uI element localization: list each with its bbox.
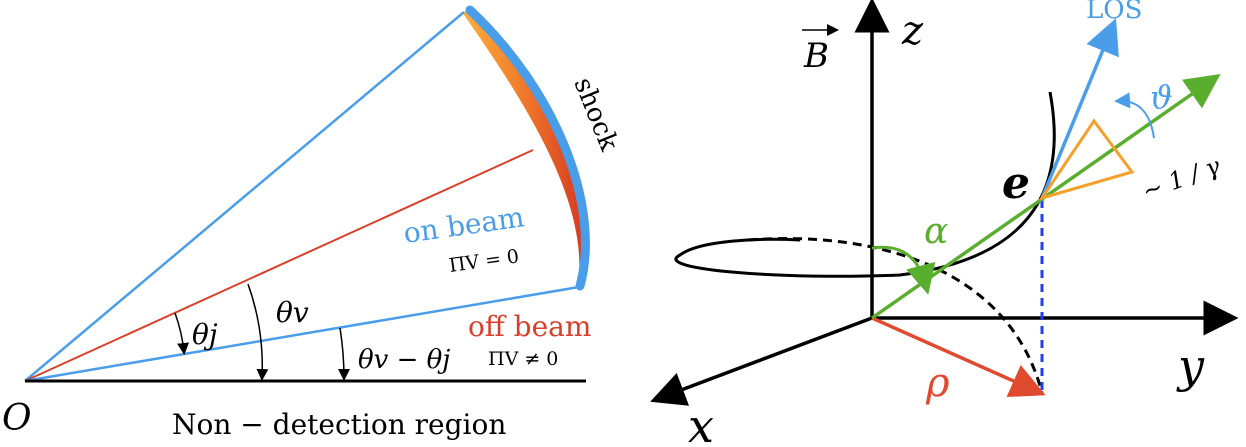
theta-label: ϑ <box>1150 78 1173 116</box>
theta-j-label: θj <box>192 318 218 351</box>
theta-v-minus-j-arc <box>337 327 350 381</box>
off-beam-formula: ΠV ≠ 0 <box>488 348 558 370</box>
alpha-arc <box>871 245 936 295</box>
theta-v-label: θv <box>276 296 309 329</box>
jet-axis-line <box>24 149 534 382</box>
b-field-label: B <box>803 36 829 76</box>
helix-curve <box>674 91 1056 278</box>
theta-v-minus-j-label: θv − θj <box>358 345 450 375</box>
rho-vector <box>871 316 1046 398</box>
cone-label: ~ 1 / γ <box>1138 152 1224 206</box>
line-of-sight-line <box>24 285 580 383</box>
x-axis <box>650 316 873 406</box>
y-axis-label: y <box>1176 339 1205 393</box>
theta-j-arc <box>174 312 190 355</box>
z-axis-label: z <box>901 8 924 54</box>
los-label: LOS <box>1086 0 1142 25</box>
alpha-label: α <box>924 211 948 252</box>
shock-label: shock <box>568 73 624 155</box>
theta-v-arc <box>247 283 269 381</box>
los-vector <box>1040 18 1119 199</box>
rho-label: ρ <box>925 360 950 406</box>
left-panel: O Non − detection region shock on beam Π… <box>2 5 624 441</box>
shock-outer-edge <box>465 5 590 291</box>
dashed-projection-arc <box>747 237 1044 394</box>
origin-label: O <box>2 398 32 439</box>
right-panel: B z y x LOS ϑ α ρ e ~ 1 / γ <box>650 0 1239 447</box>
theta-arc <box>1114 92 1155 139</box>
cone-upper-line <box>24 11 465 382</box>
region-label: Non − detection region <box>172 408 506 441</box>
emission-cone <box>1038 118 1135 201</box>
off-beam-label: off beam <box>468 310 591 343</box>
electron-label: e <box>1002 158 1030 209</box>
x-axis-label: x <box>688 399 714 447</box>
on-beam-formula: ΠV = 0 <box>448 245 521 277</box>
on-beam-label: on beam <box>401 200 526 250</box>
